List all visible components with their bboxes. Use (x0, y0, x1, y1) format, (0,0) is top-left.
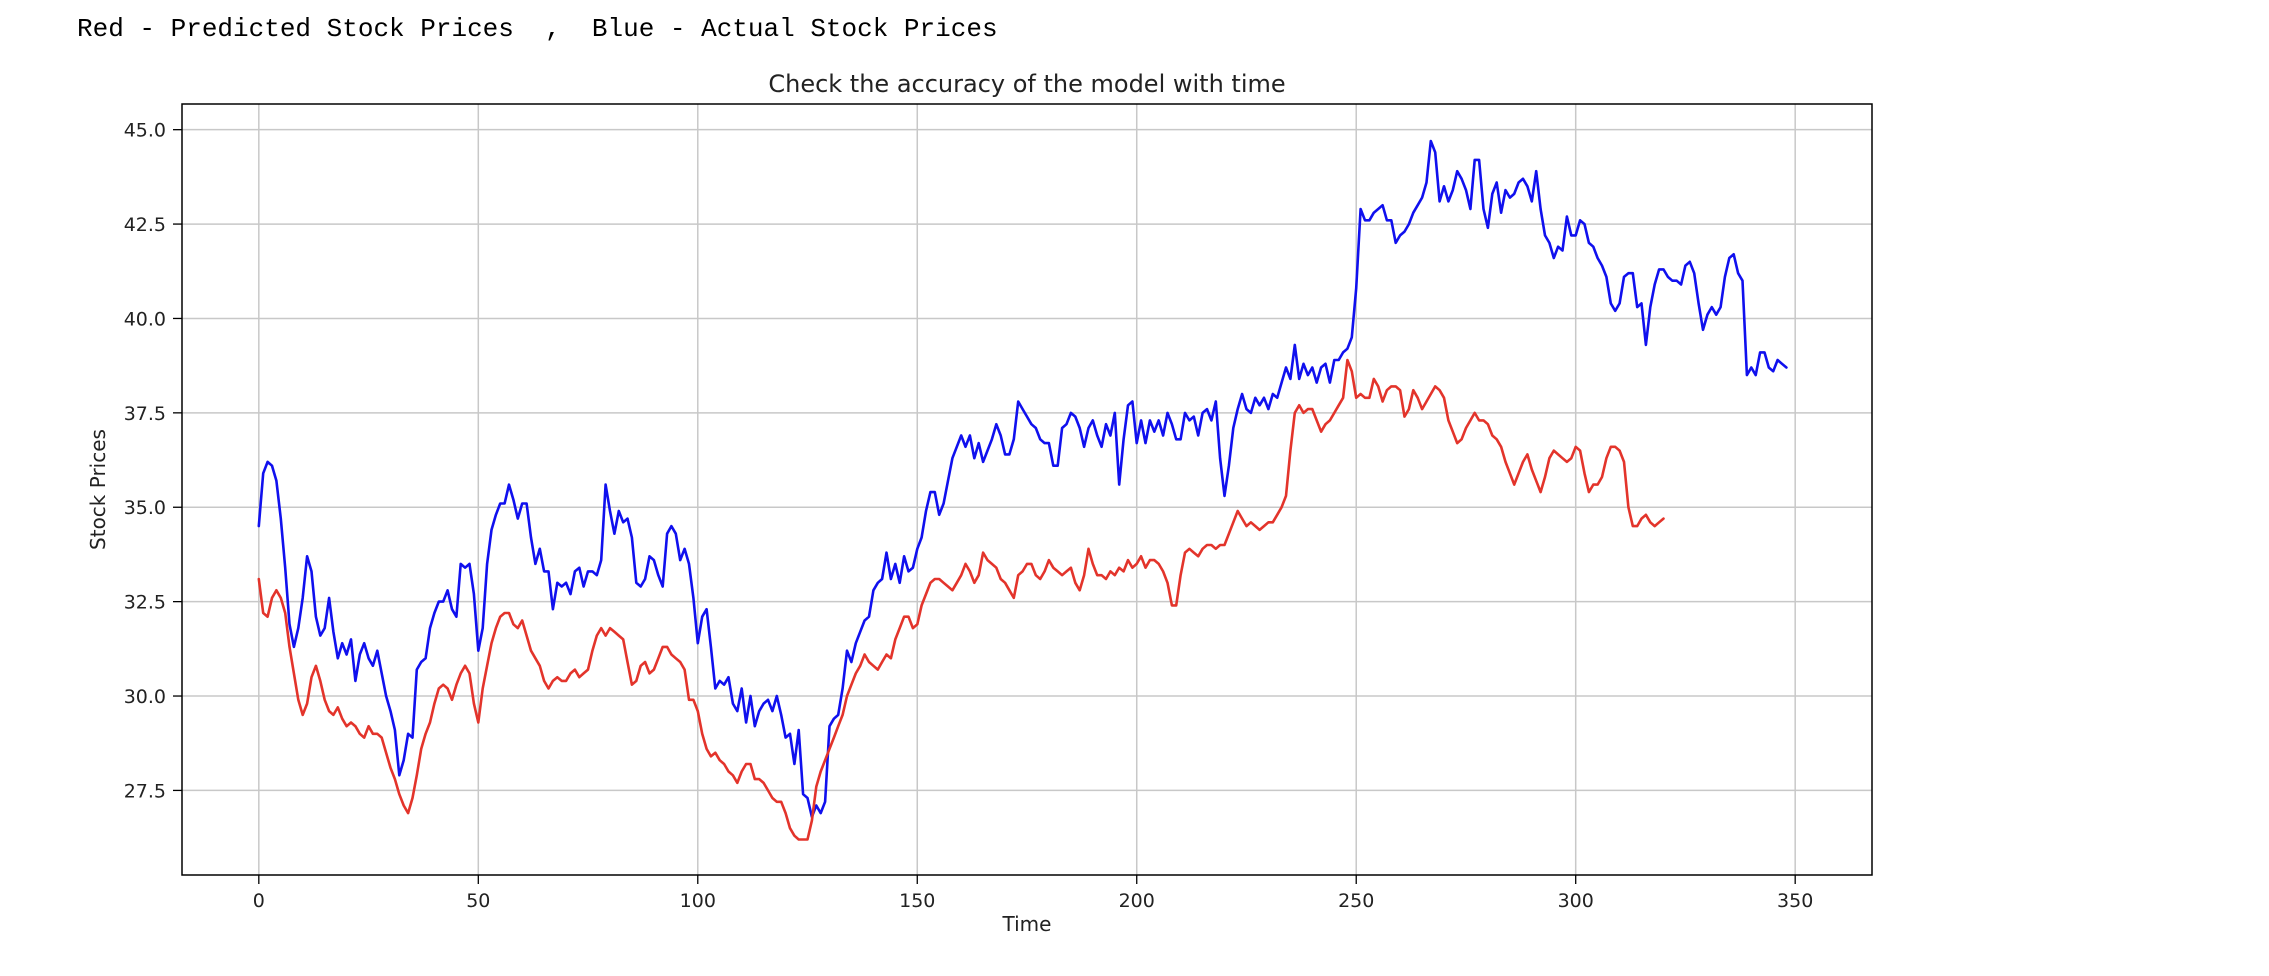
actual-price-line (257, 139, 1788, 819)
x-axis-label: Time (1002, 912, 1052, 936)
x-tick-label: 350 (1777, 890, 1813, 912)
y-tick-label: 30.0 (124, 686, 166, 708)
plot-area-frame (181, 103, 1873, 876)
predicted-price-line (257, 358, 1665, 841)
x-axis: 0 50 100 150 200 250 300 350 (253, 875, 1813, 912)
y-tick-label: 42.5 (124, 214, 166, 236)
y-axis: 27.5 30.0 32.5 35.0 37.5 40.0 42.5 45.0 (124, 120, 182, 802)
y-tick-label: 35.0 (124, 497, 166, 519)
x-tick-label: 50 (466, 890, 490, 912)
x-tick-label: 250 (1338, 890, 1374, 912)
x-tick-label: 150 (899, 890, 935, 912)
x-tick-label: 100 (680, 890, 716, 912)
y-tick-label: 27.5 (124, 780, 166, 802)
x-tick-label: 300 (1558, 890, 1594, 912)
y-tick-label: 45.0 (124, 120, 166, 142)
x-tick-label: 200 (1119, 890, 1155, 912)
series-layer (257, 139, 1788, 841)
y-tick-label: 40.0 (124, 308, 166, 330)
chart-title: Check the accuracy of the model with tim… (768, 70, 1285, 98)
y-tick-label: 37.5 (124, 403, 166, 425)
y-axis-label: Stock Prices (86, 429, 110, 550)
y-tick-label: 32.5 (124, 592, 166, 614)
gridlines (182, 104, 1872, 875)
x-tick-label: 0 (253, 890, 265, 912)
output-text: Red - Predicted Stock Prices , Blue - Ac… (77, 14, 998, 44)
